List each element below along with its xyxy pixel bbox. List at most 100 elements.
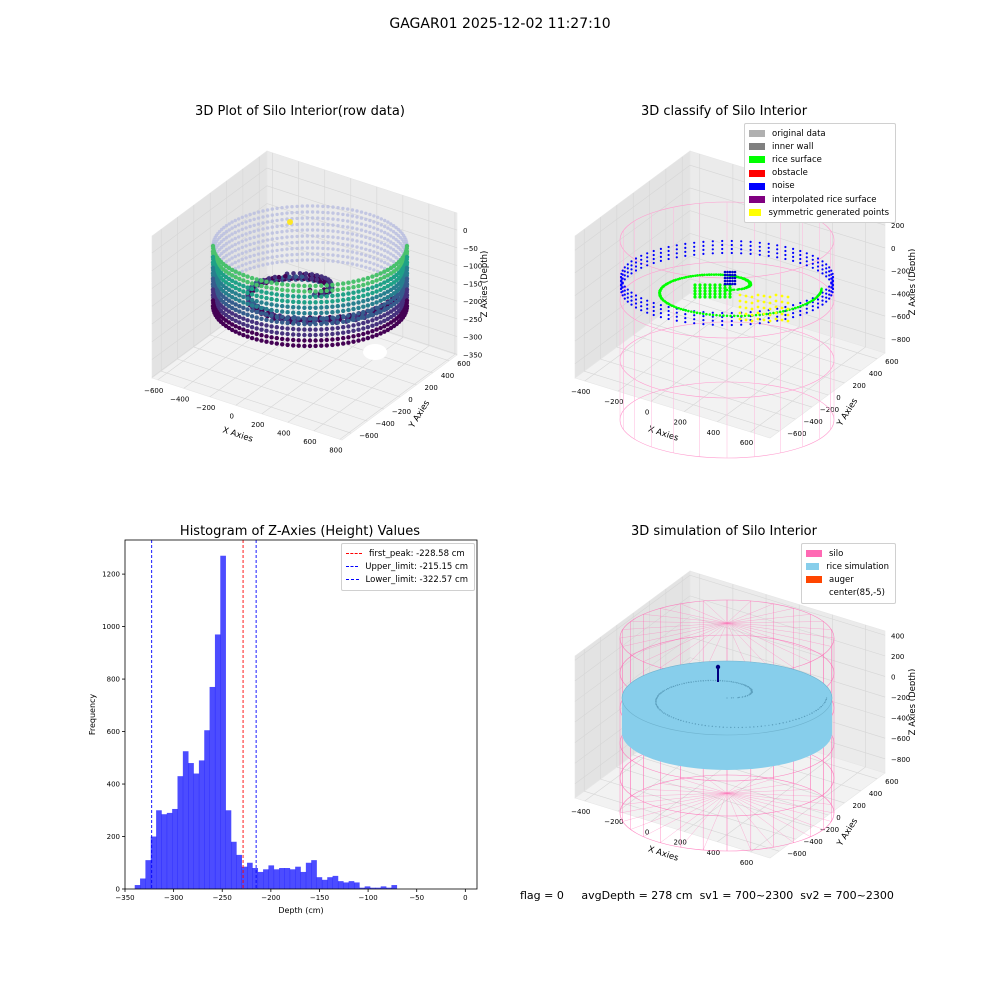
rice-surface-point: [813, 297, 816, 300]
raw-wall-point: [249, 286, 255, 292]
rice-mesh-point: [712, 679, 714, 682]
raw-wall-point: [241, 332, 246, 338]
legend-swatch: [749, 209, 762, 217]
grid-x-floor: [717, 336, 833, 423]
raw-wall-point: [295, 204, 299, 209]
raw-wall-point: [365, 308, 371, 313]
raw-wall-point: [210, 260, 216, 265]
raw-wall-point: [259, 316, 264, 321]
raw-wall-point: [382, 269, 387, 274]
raw-wall-point: [291, 310, 296, 315]
grid-y-floor: [600, 778, 796, 840]
raw-wall-point: [336, 212, 340, 216]
raw-wall-point: [374, 322, 379, 327]
legend-item: symmetric generated points: [749, 206, 889, 219]
raw-wall-point: [330, 320, 335, 326]
raw-wall-point: [370, 334, 375, 339]
noise-point: [646, 252, 649, 255]
legend-item: original data: [749, 127, 889, 140]
noise-point: [731, 270, 734, 274]
raw-wall-point: [389, 222, 393, 226]
raw-wall-point: [249, 281, 255, 286]
raw-wall-point: [385, 316, 390, 322]
raw-wall-point: [386, 262, 390, 266]
raw-wall-point: [346, 324, 351, 329]
raw-wall-point: [394, 255, 398, 260]
raw-wall-point: [244, 250, 248, 254]
raw-wall-point: [302, 343, 307, 349]
raw-wall-point: [249, 335, 255, 341]
raw-wall-point: [244, 214, 248, 218]
symmetric-point: [744, 294, 748, 298]
noise-point: [730, 247, 733, 251]
symmetric-point: [762, 306, 766, 310]
noise-point: [702, 311, 705, 314]
grid-z-back: [266, 256, 458, 320]
grid-y-floor: [161, 370, 352, 434]
noise-point: [816, 306, 820, 309]
raw-wall-point: [321, 222, 325, 227]
raw-wall-point: [300, 246, 304, 250]
raw-wall-point: [386, 238, 390, 242]
raw-wall-point: [365, 297, 371, 303]
histogram-bar: [263, 869, 269, 889]
noise-point: [831, 291, 834, 294]
rice-mesh-point: [826, 697, 828, 699]
symmetric-point: [786, 295, 790, 299]
raw-wall-point: [350, 262, 355, 266]
noise-point: [811, 254, 814, 257]
grid-z-back: [689, 233, 886, 294]
raw-wall-point: [248, 260, 252, 265]
grid-z-side: [574, 575, 691, 661]
raw-wall-point: [233, 254, 237, 259]
raw-wall-point: [275, 218, 279, 223]
raw-wall-point: [310, 246, 315, 250]
noise-point: [728, 276, 732, 280]
raw-wall-point: [319, 327, 324, 332]
raw-wall-point: [237, 314, 242, 320]
raw-wall-point: [307, 311, 313, 316]
raw-wall-point: [224, 248, 229, 252]
raw-wall-point: [372, 214, 376, 218]
noise-point: [634, 302, 638, 305]
raw-wall-point: [376, 227, 380, 231]
symmetric-point: [780, 294, 784, 298]
grid-y-floor: [616, 346, 812, 408]
raw-wall-point: [252, 223, 256, 227]
rice-mesh-point: [726, 697, 728, 699]
noise-point: [623, 289, 626, 292]
raw-wall-point: [264, 301, 269, 306]
raw-wall-point: [296, 316, 301, 321]
x-tick-label: −200: [196, 404, 215, 412]
raw-wall-point: [335, 303, 340, 309]
raw-wall-point: [291, 332, 296, 337]
z-tick-label: 400: [891, 632, 904, 640]
noise-point: [749, 311, 752, 314]
raw-wall-point: [280, 260, 284, 264]
noise-point: [675, 319, 678, 322]
simulation-3d-plot: −400−2000200400600−600−400−2000200400600…: [571, 570, 915, 867]
noise-point: [675, 252, 678, 255]
rice-mesh-point: [668, 715, 670, 717]
histogram-bar: [172, 808, 178, 889]
raw-wall-point: [385, 305, 390, 311]
silo-roof-line: [622, 622, 728, 647]
raw-wall-point: [269, 286, 274, 291]
grid-x-floor: [209, 311, 325, 398]
silo-roof-line: [660, 622, 728, 668]
rice-mesh-point: [760, 725, 762, 727]
raw-wall-point: [326, 235, 330, 239]
grid-z-side: [574, 187, 691, 274]
x-tick-label: −150: [310, 894, 329, 902]
raw-wall-point: [378, 287, 383, 292]
noise-point: [626, 263, 629, 266]
raw-wall-point: [364, 265, 368, 269]
noise-point: [623, 266, 626, 269]
raw-wall-point: [307, 305, 313, 310]
raw-wall-point: [324, 294, 329, 299]
symmetric-point: [756, 293, 760, 297]
legend-item: Upper_limit: -215.15 cm: [346, 560, 468, 573]
raw-wall-point: [259, 283, 264, 289]
panel4-title: 3D simulation of Silo Interior: [631, 524, 817, 539]
silo-roof-line: [726, 621, 824, 624]
